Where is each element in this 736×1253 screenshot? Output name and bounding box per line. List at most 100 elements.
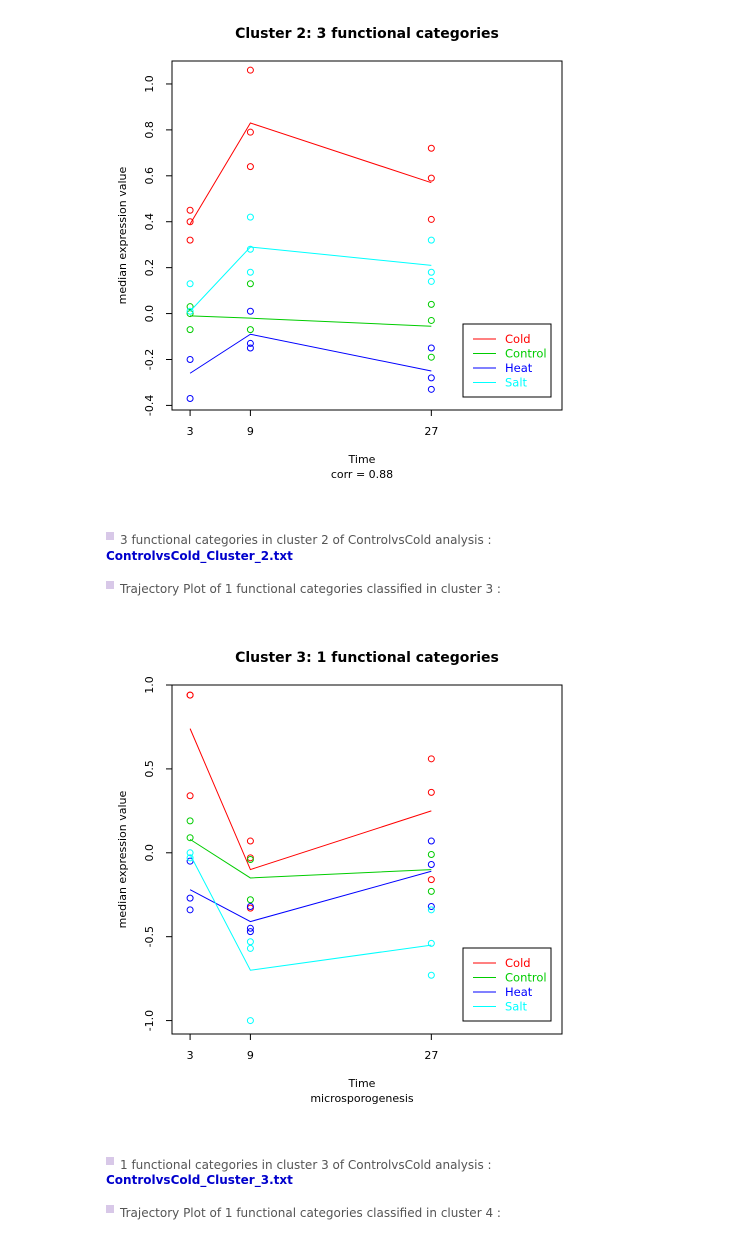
chart-2-y-tick-label: 0.5 (143, 760, 156, 778)
chart-1-series-cold-point (246, 128, 254, 136)
chart-1-series-heat-point (186, 355, 194, 363)
chart-1-y-tick-label: 1.0 (143, 75, 156, 93)
chart-1-y-tick-label: 0.6 (143, 167, 156, 185)
chart-1-series-salt-point (246, 268, 254, 276)
chart-1-series-control-point (186, 326, 194, 334)
chart-2-series-salt-point (427, 971, 435, 979)
chart-1-series-control-point (246, 326, 254, 334)
chart-1-series-heat-point (246, 339, 254, 347)
cluster-3-plot-heading-text: Trajectory Plot of 1 functional categori… (120, 582, 501, 596)
chart-1-series-cold-point (427, 215, 435, 223)
chart-2-series-salt-point (427, 906, 435, 914)
cluster-3-description-text: 1 functional categories in cluster 3 of … (120, 1158, 492, 1172)
bullet-icon (106, 532, 114, 540)
chart-2-series-salt-point (186, 854, 194, 862)
chart-2-series-heat-point (186, 894, 194, 902)
chart-1-legend-label-salt: Salt (505, 376, 528, 390)
chart-2-series-cold-point (427, 755, 435, 763)
chart-1-legend-label-cold: Cold (505, 332, 531, 346)
chart-2-series-cold-point (427, 876, 435, 884)
chart-2-y-tick-label: 1.0 (143, 676, 156, 694)
chart-2-series-control-point (186, 834, 194, 842)
chart-2-series-salt-point (246, 944, 254, 952)
chart-1-y-tick-label: 0.0 (143, 305, 156, 323)
chart-1-legend-box (462, 323, 552, 398)
chart-1-y-tick-label: -0.4 (143, 395, 156, 416)
chart-1-series-salt-point (427, 277, 435, 285)
chart-1-series-salt-line (189, 246, 432, 312)
chart-1-series-heat-point (246, 344, 254, 352)
chart-2-x-tick-label: 27 (424, 1049, 438, 1062)
chart-2-series-heat-point (246, 928, 254, 936)
chart-1-series-salt-point (186, 280, 194, 288)
chart-1-legend-label-heat: Heat (505, 361, 533, 375)
cluster-2-description-text: 3 functional categories in cluster 2 of … (120, 533, 492, 547)
chart-1-series-salt-point (246, 213, 254, 221)
chart-2-series-heat-point (427, 861, 435, 869)
chart-1-series-heat-point (186, 395, 194, 403)
chart-2-series-control-point (246, 896, 254, 904)
chart-2-x-tick-label: 9 (247, 1049, 254, 1062)
cluster-4-plot-heading: Trajectory Plot of 1 functional categori… (106, 1205, 501, 1220)
bullet-icon (106, 581, 114, 589)
chart-2-series-cold-point (427, 788, 435, 796)
cluster-2-description: 3 functional categories in cluster 2 of … (106, 532, 492, 547)
chart-2-x-tick-label: 3 (187, 1049, 194, 1062)
chart-1-x-tick-label: 27 (424, 425, 438, 438)
cluster-4-plot-heading-text: Trajectory Plot of 1 functional categori… (120, 1206, 501, 1220)
chart-2-y-tick-label: -1.0 (143, 1010, 156, 1031)
cluster-3-plot-heading: Trajectory Plot of 1 functional categori… (106, 581, 501, 596)
chart-2-series-cold-line (189, 728, 432, 871)
chart-2-y-tick-label: 0.0 (143, 844, 156, 862)
chart-1-y-tick-label: -0.2 (143, 349, 156, 370)
chart-2-series-cold-point (186, 792, 194, 800)
chart-1-x-tick-label: 9 (247, 425, 254, 438)
chart-1-series-salt-point (427, 236, 435, 244)
chart-1-series-heat-point (427, 374, 435, 382)
chart-2-title: Cluster 3: 1 functional categories (235, 650, 499, 666)
chart-2-series-control-line (189, 838, 432, 879)
cluster-2-chart: Cluster 2: 3 functional categories 3 9 27 -0… (116, 26, 563, 481)
chart-1-series-control-line (190, 315, 432, 327)
chart-1-series-cold-line (189, 122, 432, 225)
chart-2-series-control-point (427, 850, 435, 858)
chart-2-series-heat-point (246, 902, 254, 910)
cluster-3-file-link[interactable]: ControlvsCold_Cluster_3.txt (106, 1173, 293, 1187)
chart-2-x-sublabel: microsporogenesis (310, 1092, 414, 1105)
chart-1-x-tick-label: 3 (187, 425, 194, 438)
cluster-2-file-link[interactable]: ControlvsCold_Cluster_2.txt (106, 549, 293, 563)
chart-2-legend-label-heat: Heat (505, 985, 533, 999)
chart-2-series-heat-point (427, 902, 435, 910)
chart-1-title: Cluster 2: 3 functional categories (235, 26, 499, 42)
chart-1-y-tick-label: 0.8 (143, 121, 156, 139)
chart-1-series-cold-point (427, 144, 435, 152)
chart-2-series-heat-point (427, 837, 435, 845)
chart-1-series-heat-point (246, 307, 254, 315)
chart-2-x-axis-label: Time (348, 1077, 376, 1090)
chart-2-series-control-point (186, 817, 194, 825)
bullet-icon (106, 1157, 114, 1165)
chart-1-series-salt-point (427, 268, 435, 276)
chart-1-x-axis-label: Time (348, 453, 376, 466)
chart-1-y-tick-label: 0.2 (143, 259, 156, 277)
chart-1-series-control-point (427, 300, 435, 308)
chart-1-y-axis-label: median expression value (116, 166, 129, 304)
chart-1-y-tick-label: 0.4 (143, 213, 156, 231)
chart-1-series-heat-point (427, 385, 435, 393)
chart-1-series-control-point (427, 316, 435, 324)
chart-1-series-cold-point (246, 66, 254, 74)
chart-1-series-cold-point (186, 236, 194, 244)
chart-1-series-cold-point (427, 174, 435, 182)
chart-2-series-cold-point (246, 837, 254, 845)
chart-1-series-control-point (186, 303, 194, 311)
cluster-3-description: 1 functional categories in cluster 3 of … (106, 1157, 492, 1172)
chart-1-series-cold-point (246, 163, 254, 171)
bullet-icon (106, 1205, 114, 1213)
chart-2-series-salt-point (246, 938, 254, 946)
chart-2-series-salt-point (186, 849, 194, 857)
chart-2-series-control-point (246, 856, 254, 863)
chart-2-legend-label-salt: Salt (505, 1000, 528, 1014)
cluster-3-chart: Cluster 3: 1 functional categories 3 9 27 -1… (116, 650, 563, 1105)
